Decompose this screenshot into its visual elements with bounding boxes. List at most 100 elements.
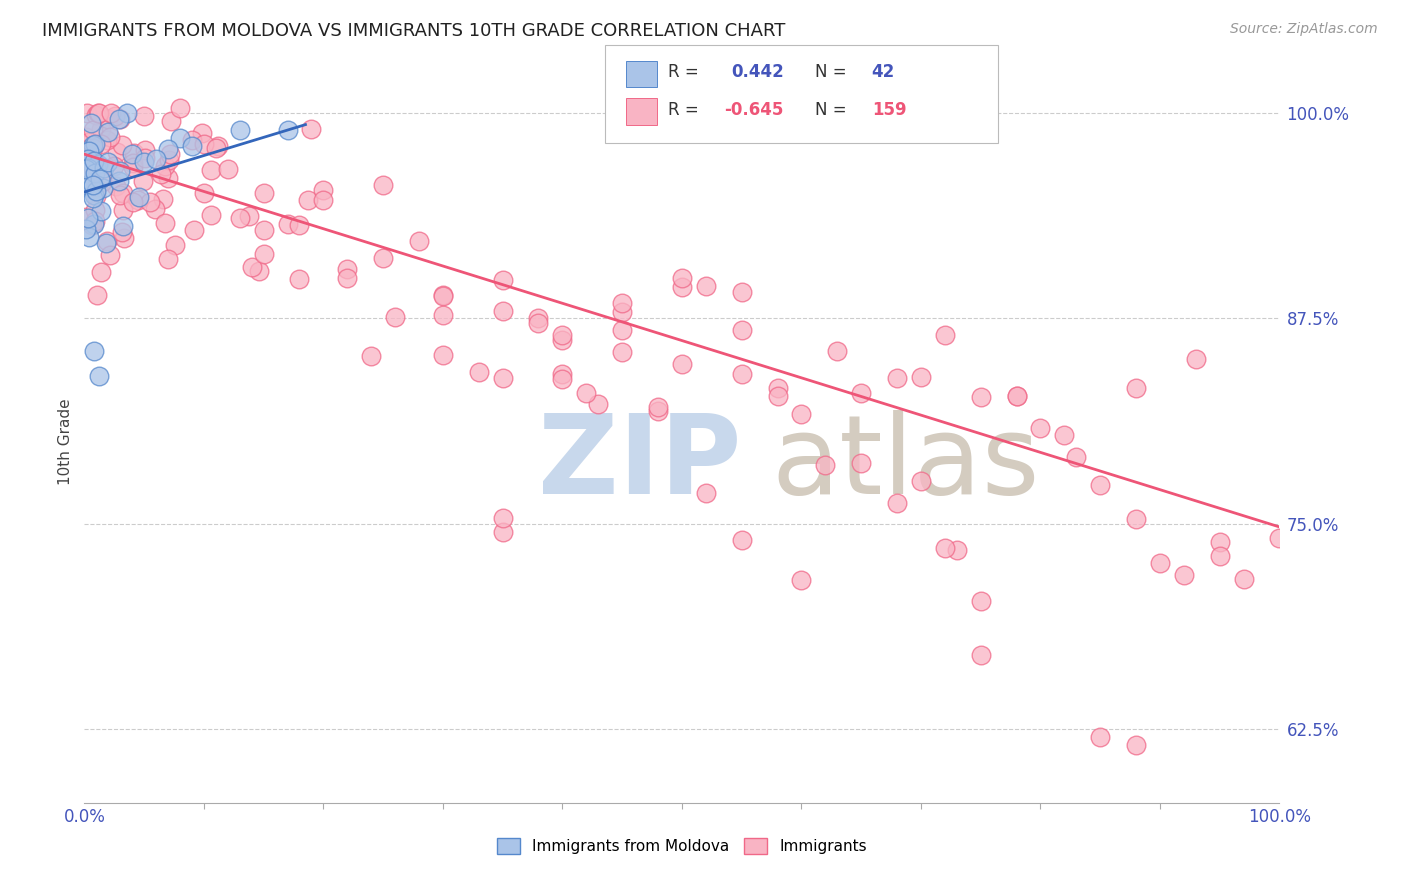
Point xyxy=(695,279,717,293)
Point xyxy=(153,216,176,230)
Point xyxy=(100,106,122,120)
Point xyxy=(75,222,97,236)
Point xyxy=(205,141,228,155)
Point xyxy=(134,151,156,165)
Point xyxy=(87,106,110,120)
Point xyxy=(217,162,239,177)
Point xyxy=(1209,534,1232,549)
Point xyxy=(112,231,135,245)
Point xyxy=(492,511,515,525)
Point xyxy=(80,116,103,130)
Point xyxy=(934,328,956,343)
Point xyxy=(76,211,98,225)
Point xyxy=(75,210,97,224)
Point xyxy=(229,122,252,136)
Point xyxy=(588,396,610,410)
Point xyxy=(84,184,107,198)
Point xyxy=(90,122,112,136)
Point xyxy=(336,262,359,277)
Point xyxy=(75,180,97,194)
Point xyxy=(75,161,97,176)
Point xyxy=(75,130,97,145)
Point xyxy=(93,161,115,175)
Point xyxy=(288,272,311,286)
Point xyxy=(97,125,120,139)
Point xyxy=(432,288,454,302)
Point xyxy=(96,235,118,249)
Point xyxy=(86,157,108,171)
Point xyxy=(104,109,127,123)
Point xyxy=(111,219,134,233)
Point xyxy=(551,327,574,342)
Point xyxy=(90,264,112,278)
Point xyxy=(432,348,454,362)
Point xyxy=(671,358,693,372)
Point xyxy=(814,458,837,472)
Point xyxy=(1173,568,1195,582)
Point xyxy=(1005,389,1028,403)
Point xyxy=(86,287,108,301)
Point xyxy=(731,533,754,547)
Point xyxy=(731,367,754,381)
Point xyxy=(75,138,97,153)
Point xyxy=(156,171,179,186)
Point xyxy=(84,179,107,194)
Point xyxy=(75,153,97,168)
Point xyxy=(1053,427,1076,442)
Point xyxy=(107,112,129,126)
Point xyxy=(1125,739,1147,753)
Point xyxy=(82,191,104,205)
Point xyxy=(671,280,693,294)
Point xyxy=(117,106,139,120)
Point xyxy=(159,146,181,161)
Point xyxy=(111,225,134,239)
Point xyxy=(139,194,162,209)
Point xyxy=(83,344,105,359)
Point xyxy=(238,209,260,223)
Point xyxy=(157,142,180,156)
Point xyxy=(111,203,134,218)
Y-axis label: 10th Grade: 10th Grade xyxy=(58,398,73,485)
Point xyxy=(97,155,120,169)
Point xyxy=(551,333,574,347)
Point xyxy=(790,408,813,422)
Point xyxy=(90,175,112,189)
Point xyxy=(77,142,100,156)
Point xyxy=(1125,511,1147,525)
Point xyxy=(336,271,359,285)
Text: 159: 159 xyxy=(872,101,907,119)
Point xyxy=(76,106,98,120)
Point xyxy=(145,152,167,166)
Point xyxy=(77,135,100,149)
Point xyxy=(193,186,215,200)
Point xyxy=(169,101,191,115)
Point xyxy=(408,234,430,248)
Point xyxy=(181,139,204,153)
Point xyxy=(90,137,112,152)
Point xyxy=(253,247,276,261)
Point xyxy=(247,264,270,278)
Point xyxy=(910,475,932,489)
Point xyxy=(82,123,104,137)
Point xyxy=(1149,556,1171,570)
Point xyxy=(132,174,155,188)
Point xyxy=(384,310,406,324)
Point xyxy=(96,133,118,147)
Point xyxy=(612,345,634,359)
Point xyxy=(83,217,105,231)
Point xyxy=(84,136,107,151)
Point xyxy=(492,524,515,539)
Point xyxy=(551,368,574,382)
Point xyxy=(253,186,276,200)
Point xyxy=(77,229,100,244)
Point xyxy=(373,251,395,265)
Point xyxy=(373,178,395,193)
Point xyxy=(612,295,634,310)
Point xyxy=(75,153,97,167)
Point xyxy=(150,167,173,181)
Point xyxy=(934,541,956,556)
Point xyxy=(851,456,873,470)
Point xyxy=(84,165,107,179)
Point xyxy=(731,323,754,337)
Point xyxy=(77,161,100,175)
